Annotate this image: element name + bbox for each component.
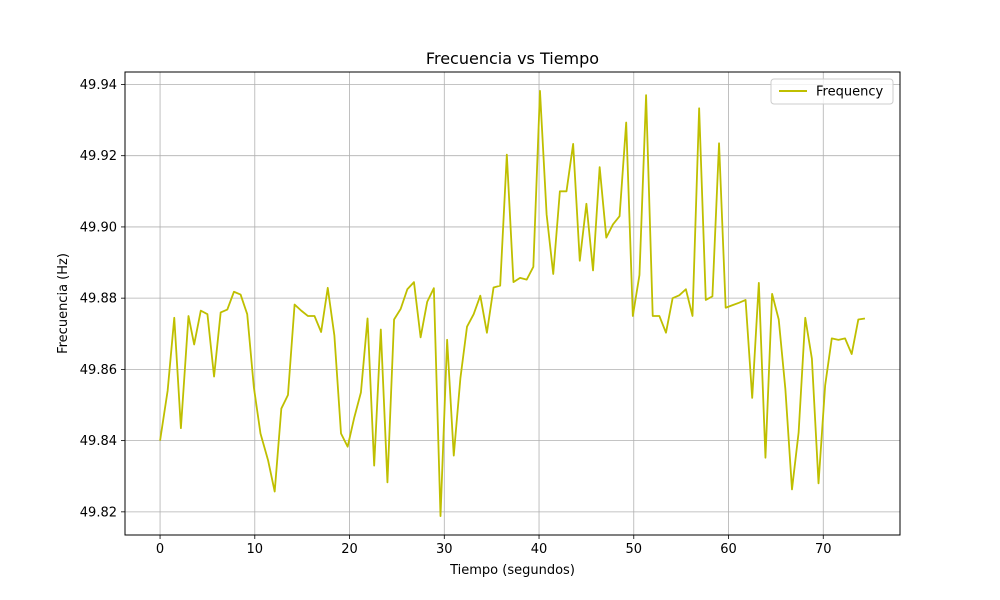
x-tick-label: 10 [247, 542, 264, 557]
x-tick-label: 70 [815, 542, 832, 557]
y-axis-ticks: 49.82 49.84 49.86 49.88 49.90 49.92 49.94 [80, 78, 125, 520]
grid [125, 72, 900, 535]
y-axis-label: Frecuencia (Hz) [56, 253, 71, 354]
y-tick-label: 49.86 [80, 363, 117, 378]
legend-label: Frequency [816, 85, 883, 100]
series-layer [159, 89, 866, 518]
y-tick-label: 49.90 [80, 220, 117, 235]
y-tick-label: 49.84 [80, 434, 117, 449]
x-tick-label: 40 [531, 542, 548, 557]
x-tick-label: 60 [720, 542, 737, 557]
x-tick-label: 0 [156, 542, 164, 557]
x-tick-label: 50 [625, 542, 642, 557]
x-tick-label: 20 [341, 542, 358, 557]
y-tick-label: 49.94 [80, 78, 117, 93]
plot-frame [124, 71, 901, 536]
x-tick-label: 30 [436, 542, 453, 557]
y-tick-label: 49.92 [80, 149, 117, 164]
x-axis-ticks: 0 10 20 30 40 50 60 70 [156, 535, 832, 557]
y-tick-label: 49.82 [80, 505, 117, 520]
chart-title: Frecuencia vs Tiempo [426, 49, 599, 68]
y-tick-label: 49.88 [80, 292, 117, 307]
legend: Frequency [770, 78, 894, 105]
series-line-frequency [159, 89, 866, 518]
x-axis-label: Tiempo (segundos) [449, 563, 575, 578]
legend-box [770, 78, 894, 105]
